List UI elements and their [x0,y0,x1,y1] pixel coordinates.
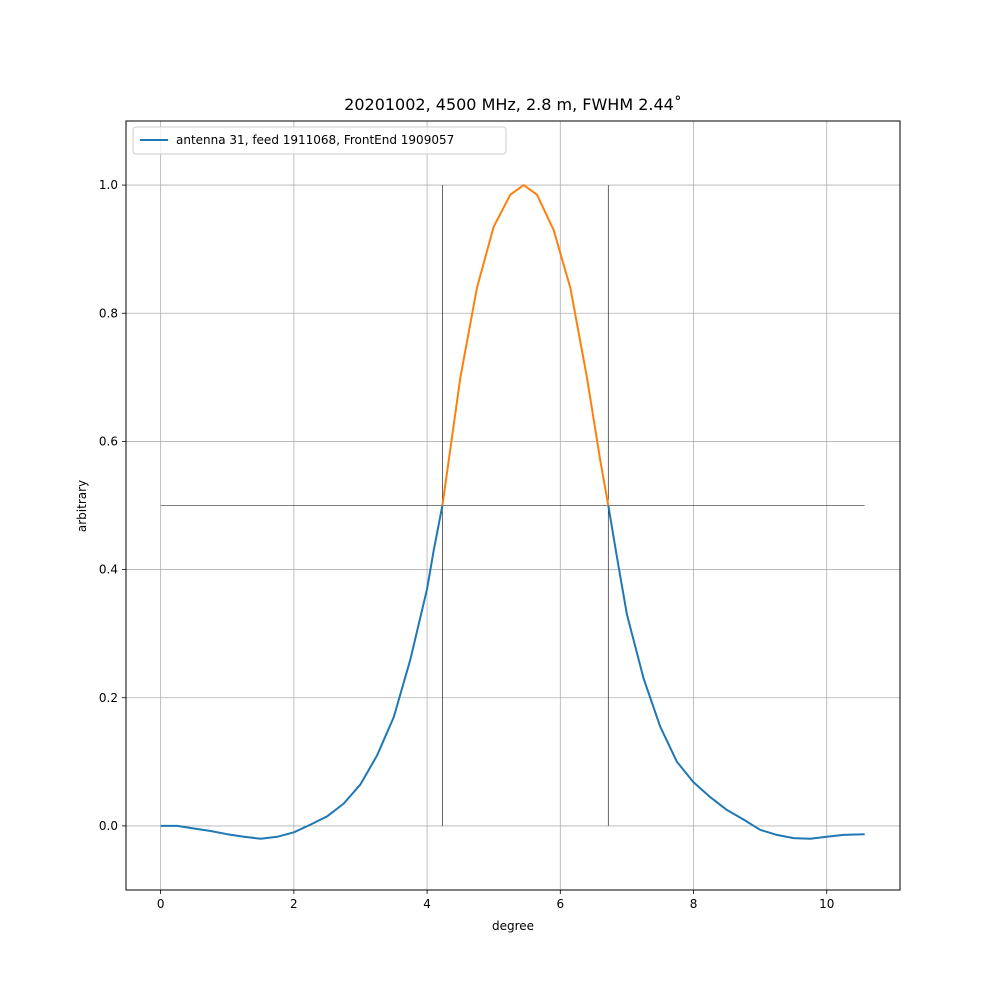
legend: antenna 31, feed 1911068, FrontEnd 19090… [132,126,507,155]
x-tick-label: 6 [556,897,564,911]
y-tick-label: 0.4 [99,563,118,577]
x-axis-ticks: 0 2 4 6 8 10 [157,890,834,911]
y-tick-label: 0.2 [99,691,118,705]
y-axis-ticks: 0.0 0.2 0.4 0.6 0.8 1.0 [99,178,126,833]
y-tick-label: 0.6 [99,434,118,448]
beam-profile-left-line [160,505,444,840]
data-series [160,184,865,840]
axes-frame [125,120,901,891]
x-tick-label: 8 [690,897,698,911]
x-tick-label: 4 [423,897,431,911]
legend-entry: antenna 31, feed 1911068, FrontEnd 19090… [176,133,454,147]
x-tick-label: 0 [157,897,165,911]
beam-profile-right-line [607,505,865,840]
x-tick-label: 10 [819,897,834,911]
y-axis-label: arbitrary [75,480,89,532]
x-tick-label: 2 [290,897,298,911]
y-tick-label: 0.0 [99,819,118,833]
chart-title: 20201002, 4500 MHz, 2.8 m, FWHM 2.44˚ [344,95,682,114]
beam-profile-fwhm-line [441,184,610,506]
x-axis-label: degree [492,919,534,933]
y-tick-label: 0.8 [99,306,118,320]
y-tick-label: 1.0 [99,178,118,192]
legend-box [132,126,507,155]
